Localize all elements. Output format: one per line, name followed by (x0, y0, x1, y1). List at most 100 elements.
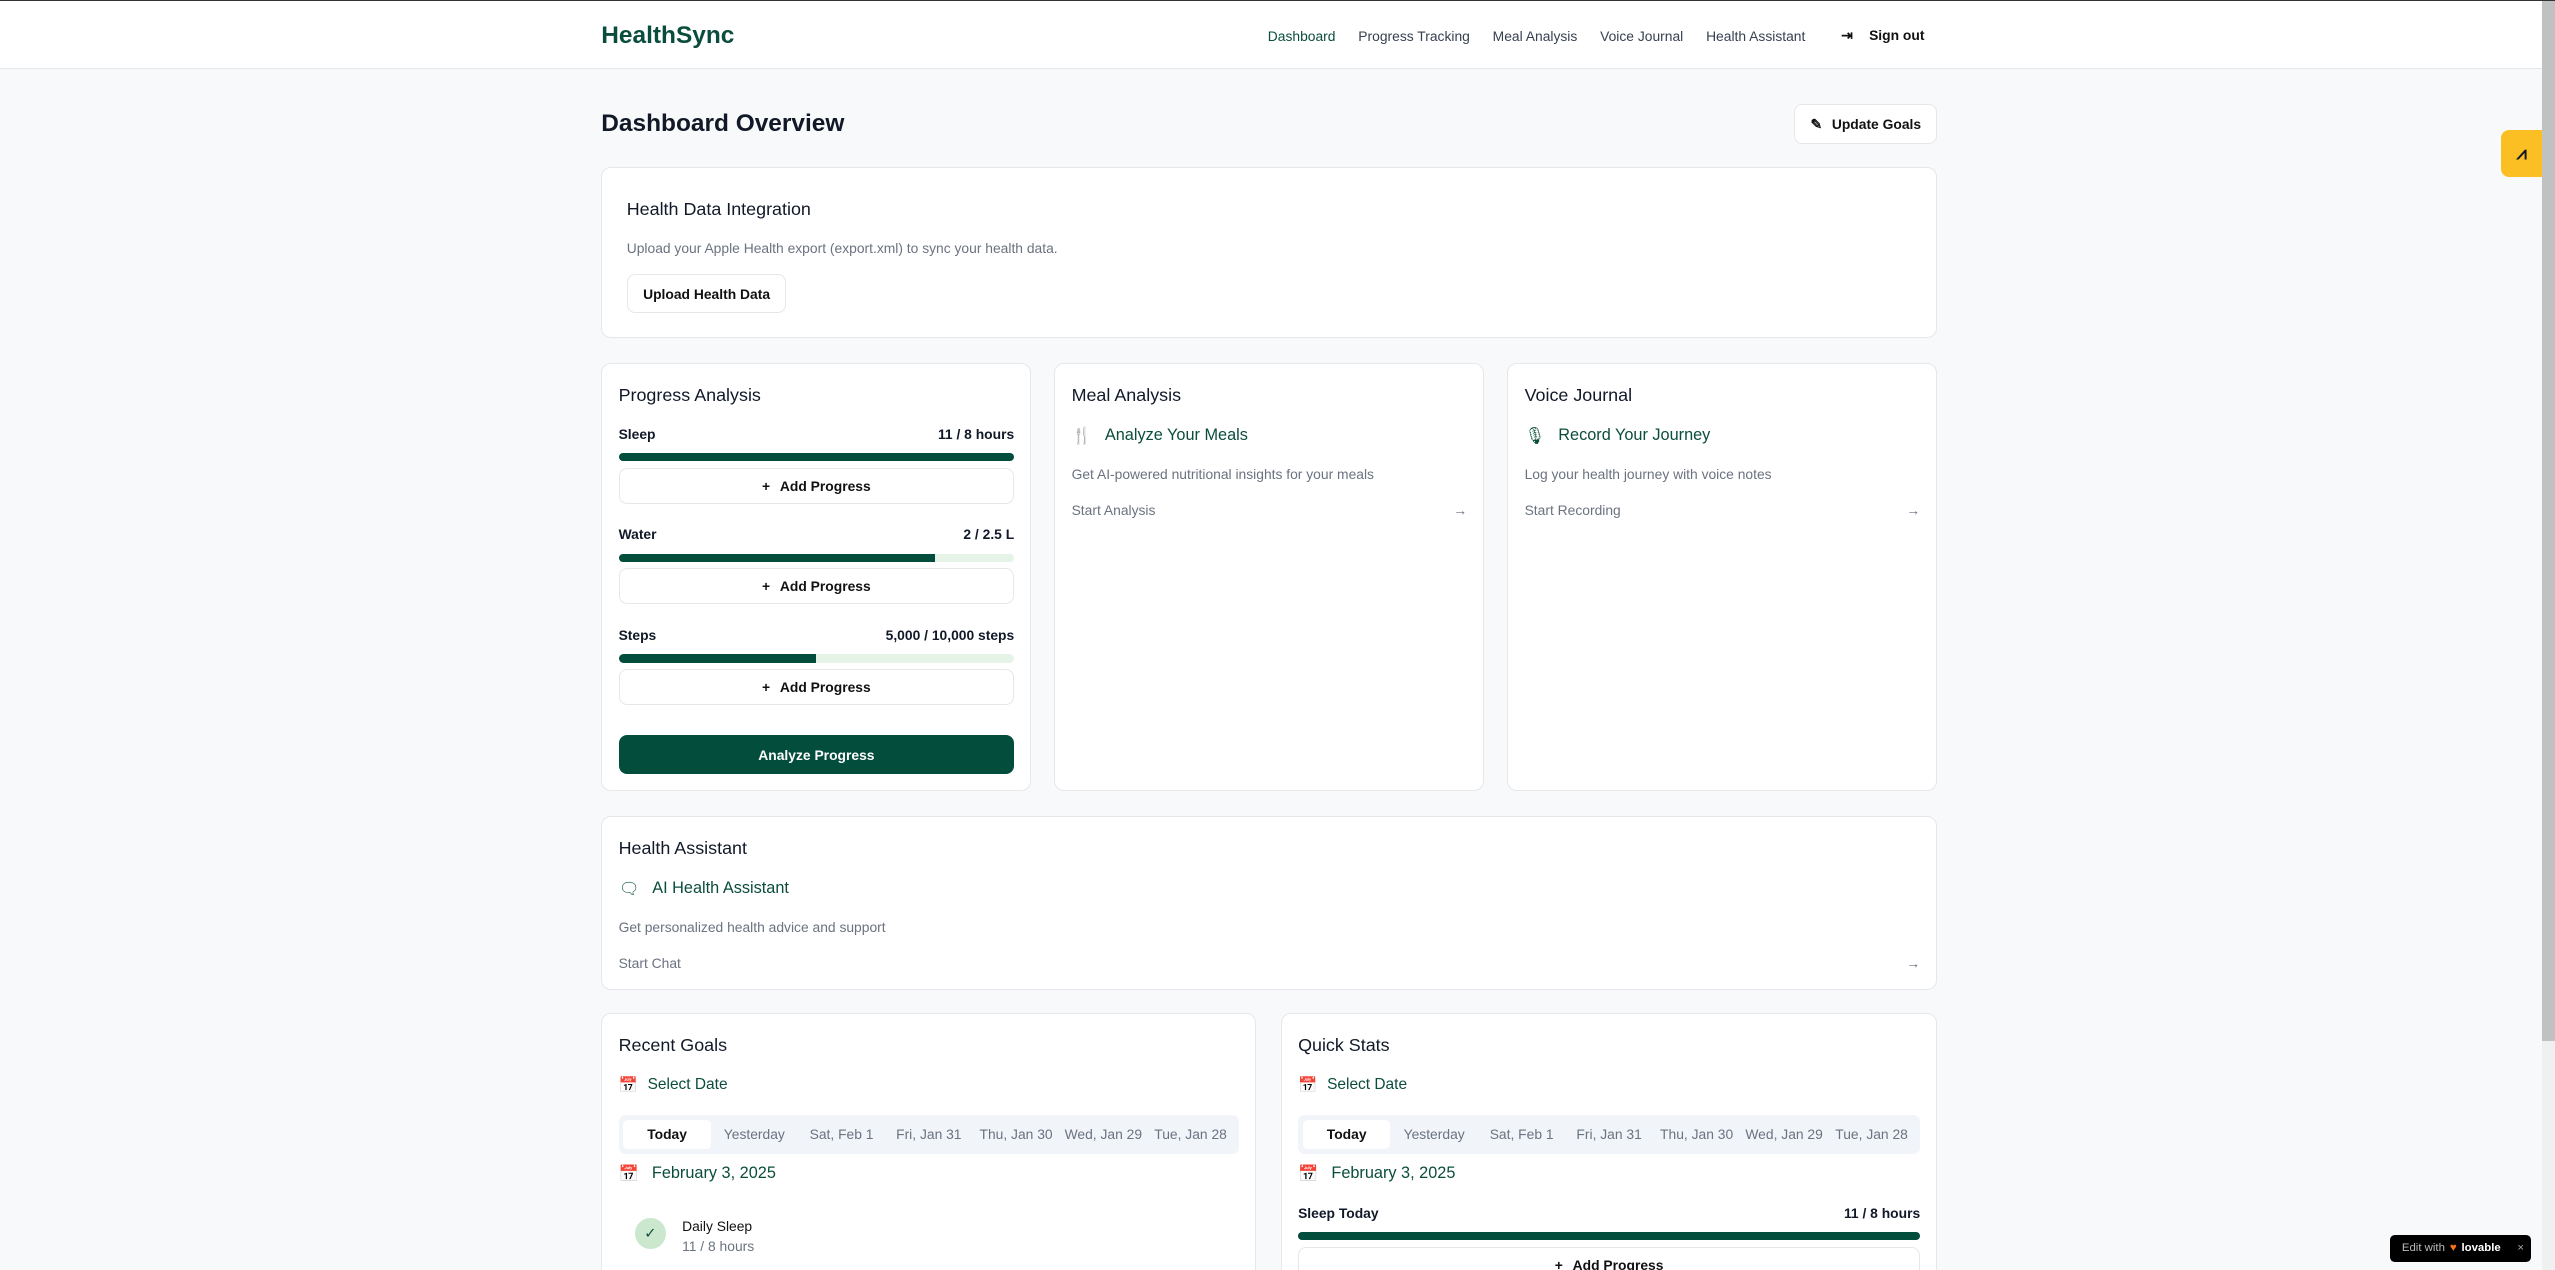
check-icon: ✓ (634, 1217, 666, 1249)
voice-description: Log your health journey with voice notes (1524, 466, 1772, 483)
badge-text: Edit with (2401, 1242, 2445, 1255)
progress-bar (618, 654, 1015, 663)
goal-name: Daily Sleep (682, 1217, 753, 1234)
calendar-icon: 📅 (618, 1164, 639, 1183)
select-date[interactable]: 📅 Select Date (1298, 1075, 1408, 1094)
add-progress-button[interactable]: + Add Progress (618, 568, 1015, 605)
arrow-right-icon: → (1453, 502, 1468, 519)
progress-fill (1298, 1231, 1921, 1241)
nav-progress-tracking[interactable]: Progress Tracking (1358, 27, 1470, 44)
meal-description: Get AI-powered nutritional insights for … (1071, 466, 1374, 483)
heart-icon: ♥ (2449, 1242, 2457, 1255)
progress-fill (618, 553, 936, 562)
progress-analysis-card: Progress Analysis Sleep 11 / 8 hours + Add… (601, 362, 1032, 792)
date-tab[interactable]: Wed, Jan 29 (1064, 1126, 1143, 1143)
nav-health-assistant[interactable]: Health Assistant (1706, 27, 1806, 44)
stat-value: 11 / 8 hours (1844, 1204, 1921, 1221)
add-progress-button[interactable]: + Add Progress (618, 467, 1015, 504)
utensils-icon: 🍴 (1071, 426, 1092, 445)
progress-fill (618, 453, 1015, 462)
calendar-icon: 📅 (618, 1076, 638, 1094)
date-tab[interactable]: Fri, Jan 31 (1576, 1126, 1642, 1143)
card-title: Meal Analysis (1071, 384, 1182, 405)
chat-icon: 🗨 (618, 879, 640, 898)
sleep-today-stat: Sleep Today 11 / 8 hours + Add Progress (1298, 1204, 1921, 1270)
add-progress-button[interactable]: + Add Progress (618, 669, 1015, 705)
progress-item-sleep: Sleep 11 / 8 hours + Add Progress (618, 425, 1015, 504)
selected-date: 📅 February 3, 2025 (1298, 1163, 1456, 1183)
plus-icon: + (762, 679, 771, 696)
card-title: Quick Stats (1298, 1035, 1390, 1056)
progress-fill (618, 654, 817, 663)
nav-dashboard[interactable]: Dashboard (1267, 27, 1336, 44)
edit-with-lovable-badge[interactable]: Edit with ♥ lovable × (2390, 1234, 2531, 1263)
nav-voice-journal[interactable]: Voice Journal (1600, 27, 1684, 44)
date-tab[interactable]: Thu, Jan 30 (1660, 1126, 1734, 1143)
analyze-progress-button[interactable]: Analyze Progress (618, 735, 1015, 775)
calendar-icon: 📅 (1298, 1076, 1318, 1094)
start-analysis-link[interactable]: Start Analysis → (1071, 502, 1468, 519)
scrollbar[interactable] (2542, 1, 2555, 1270)
selected-date: 📅 February 3, 2025 (618, 1163, 776, 1183)
arrow-right-icon: → (1906, 502, 1921, 519)
sleep-progress-bar (1298, 1231, 1921, 1241)
date-tab[interactable]: Yesterday (723, 1126, 785, 1143)
health-assistant-card: Health Assistant 🗨 AI Health Assistant Ge… (601, 815, 1938, 991)
card-title: Voice Journal (1524, 384, 1633, 405)
scrollbar-thumb[interactable] (2542, 1, 2555, 1041)
meal-heading: 🍴 Analyze Your Meals (1071, 425, 1248, 445)
stat-label: Sleep Today (1298, 1204, 1379, 1221)
assistant-heading: 🗨 AI Health Assistant (618, 878, 789, 898)
select-date[interactable]: 📅 Select Date (618, 1075, 728, 1094)
header: HealthSync Dashboard Progress Tracking M… (0, 1, 2555, 70)
update-goals-button[interactable]: ✎ Update Goals (1794, 103, 1938, 145)
date-tabs: Today Yesterday Sat, Feb 1 Fri, Jan 31 Thu, … (618, 1114, 1240, 1155)
pencil-icon: ✎ (1810, 115, 1823, 132)
nav-meal-analysis[interactable]: Meal Analysis (1492, 27, 1578, 44)
progress-label: Water (618, 526, 657, 543)
date-tab[interactable]: Yesterday (1403, 1126, 1465, 1143)
quick-stats-card: Quick Stats 📅 Select Date Today Yesterday S… (1280, 1012, 1938, 1270)
voice-journal-card: Voice Journal 🎙 Record Your Journey Log y… (1507, 362, 1938, 792)
date-tab[interactable]: Thu, Jan 30 (979, 1126, 1053, 1143)
progress-label: Sleep (618, 425, 656, 442)
date-tab[interactable]: Fri, Jan 31 (896, 1126, 962, 1143)
arrow-right-icon: → (1906, 955, 1921, 972)
start-chat-link[interactable]: Start Chat → (618, 955, 1921, 972)
microphone-icon: 🎙 (1524, 426, 1546, 445)
date-tabs: Today Yesterday Sat, Feb 1 Fri, Jan 31 Thu, … (1298, 1114, 1921, 1155)
card-title: Progress Analysis (618, 384, 761, 405)
date-tab[interactable]: Tue, Jan 28 (1835, 1126, 1908, 1143)
logo[interactable]: HealthSync (601, 22, 735, 50)
floating-widget-button[interactable]: ⩘ (2501, 129, 2543, 177)
upload-health-data-button[interactable]: Upload Health Data (626, 274, 787, 314)
progress-value: 5,000 / 10,000 steps (885, 627, 1015, 644)
plus-icon: + (762, 578, 771, 595)
goal-value: 11 / 8 hours (682, 1238, 755, 1255)
card-description: Upload your Apple Health export (export.… (626, 239, 1058, 256)
assistant-description: Get personalized health advice and suppo… (618, 919, 886, 936)
date-tab[interactable]: Sat, Feb 1 (1489, 1126, 1554, 1143)
start-recording-link[interactable]: Start Recording → (1524, 502, 1921, 519)
sign-out-button[interactable]: ⇥ Sign out (1841, 27, 1925, 44)
progress-item-water: Water 2 / 2.5 L + Add Progress (618, 526, 1015, 605)
progress-value: 2 / 2.5 L (963, 526, 1015, 543)
date-tab[interactable]: Tue, Jan 28 (1154, 1126, 1227, 1143)
add-progress-button[interactable]: + Add Progress (1298, 1246, 1921, 1270)
card-title: Health Data Integration (626, 199, 811, 220)
close-icon[interactable]: × (2517, 1242, 2525, 1255)
date-tab[interactable]: Today (1302, 1119, 1391, 1150)
calendar-icon: 📅 (1298, 1164, 1319, 1183)
logout-icon: ⇥ (1841, 27, 1853, 44)
progress-bar (618, 553, 1015, 562)
date-tab[interactable]: Sat, Feb 1 (809, 1126, 874, 1143)
progress-label: Steps (618, 627, 657, 644)
goal-item: ✓ Daily Sleep 11 / 8 hours (634, 1217, 755, 1255)
card-title: Health Assistant (618, 837, 747, 858)
date-tab[interactable]: Wed, Jan 29 (1745, 1126, 1823, 1143)
badge-brand: lovable (2461, 1242, 2501, 1255)
nav: Dashboard Progress Tracking Meal Analysi… (1268, 27, 1925, 44)
voice-heading: 🎙 Record Your Journey (1524, 425, 1711, 445)
date-tab[interactable]: Today (623, 1119, 711, 1150)
plus-icon: + (1554, 1256, 1563, 1270)
